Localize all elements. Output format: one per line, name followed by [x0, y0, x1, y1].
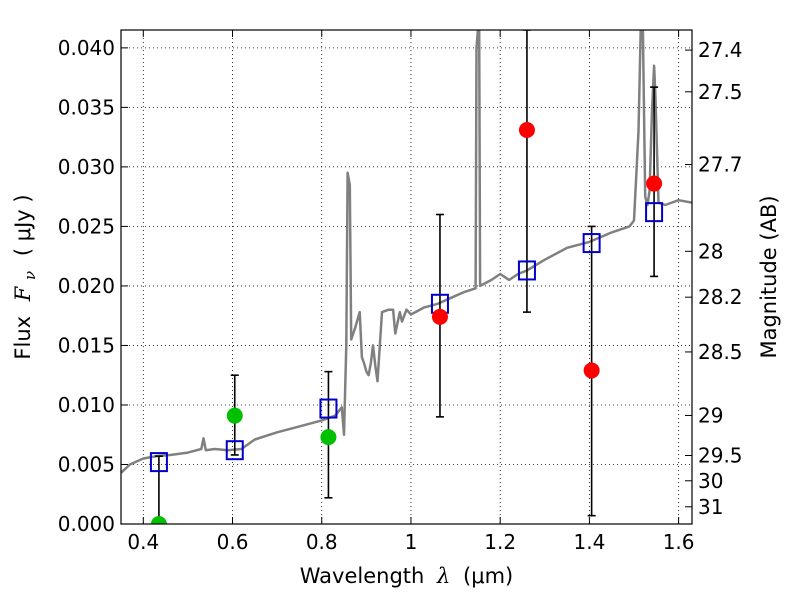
y-axis-title-subscript: ν [21, 271, 39, 280]
observed-flux-point [431, 308, 448, 325]
observed-flux-point [226, 407, 243, 424]
y2-tick-label: 29 [698, 403, 723, 427]
x-axis-title: Wavelength λ (μm) [300, 564, 513, 588]
y-tick-label: 0.005 [58, 452, 115, 476]
model-flux-square [149, 452, 168, 473]
x-tick-label: 1 [405, 530, 418, 554]
x-axis-title-unit: (μm) [463, 564, 513, 588]
x-tick-label: 1.2 [484, 530, 516, 554]
observed-flux-point [518, 121, 535, 138]
y-tick-label: 0.015 [58, 333, 115, 357]
y2-tick-label: 28 [698, 239, 723, 263]
y-tick-label: 0.010 [58, 393, 115, 417]
model-flux-square [225, 440, 244, 461]
model-flux-square [319, 398, 338, 419]
observed-flux-point [150, 516, 167, 524]
x-tick-label: 1.6 [663, 530, 695, 554]
model-flux-square [517, 260, 536, 281]
y2-tick-label: 28.5 [698, 340, 743, 364]
x-axis-title-symbol: λ [436, 564, 450, 588]
y2-axis-title: Magnitude (AB) [757, 195, 781, 358]
y-tick-label: 0.030 [58, 155, 115, 179]
x-tick-label: 1.4 [573, 530, 605, 554]
model-flux-square [645, 202, 664, 223]
y-axis-title: Flux F ν ( μJy ) [11, 194, 40, 359]
data-markers [149, 121, 664, 524]
x-tick-label: 0.4 [127, 530, 159, 554]
y2-tick-label: 31 [698, 495, 723, 519]
y-axis-title-unit: ( μJy ) [11, 194, 35, 256]
x-tick-label: 0.8 [306, 530, 338, 554]
model-spectrum-line [121, 30, 692, 474]
y2-tick-label: 30 [698, 469, 723, 493]
observed-flux-point [320, 429, 337, 446]
observed-flux-point [646, 175, 663, 192]
y-tick-label: 0.040 [58, 36, 115, 60]
model-spectrum [121, 30, 692, 474]
y-tick-label: 0.025 [58, 214, 115, 238]
y-tick-label: 0.035 [58, 95, 115, 119]
plot-frame [120, 29, 693, 525]
y-tick-label: 0.000 [58, 512, 115, 536]
y2-tick-label: 29.5 [698, 444, 743, 468]
y2-tick-label: 27.4 [698, 38, 743, 62]
ticks: 0.4 0.6 0.8 1 1.2 1.4 1.6 0.000 0.005 0.010 0.015 0… [58, 30, 743, 554]
y-axis-title-prefix: Flux [11, 316, 35, 360]
y2-tick-label: 27.7 [698, 153, 743, 177]
y-tick-label: 0.020 [58, 274, 115, 298]
y2-tick-label: 27.5 [698, 80, 743, 104]
x-tick-label: 0.6 [217, 530, 249, 554]
observed-flux-point [583, 362, 600, 379]
y2-tick-label: 28.2 [698, 285, 743, 309]
x-axis-title-prefix: Wavelength [300, 564, 425, 588]
y-axis-title-symbol: F [11, 285, 35, 302]
model-flux-square [582, 233, 601, 254]
